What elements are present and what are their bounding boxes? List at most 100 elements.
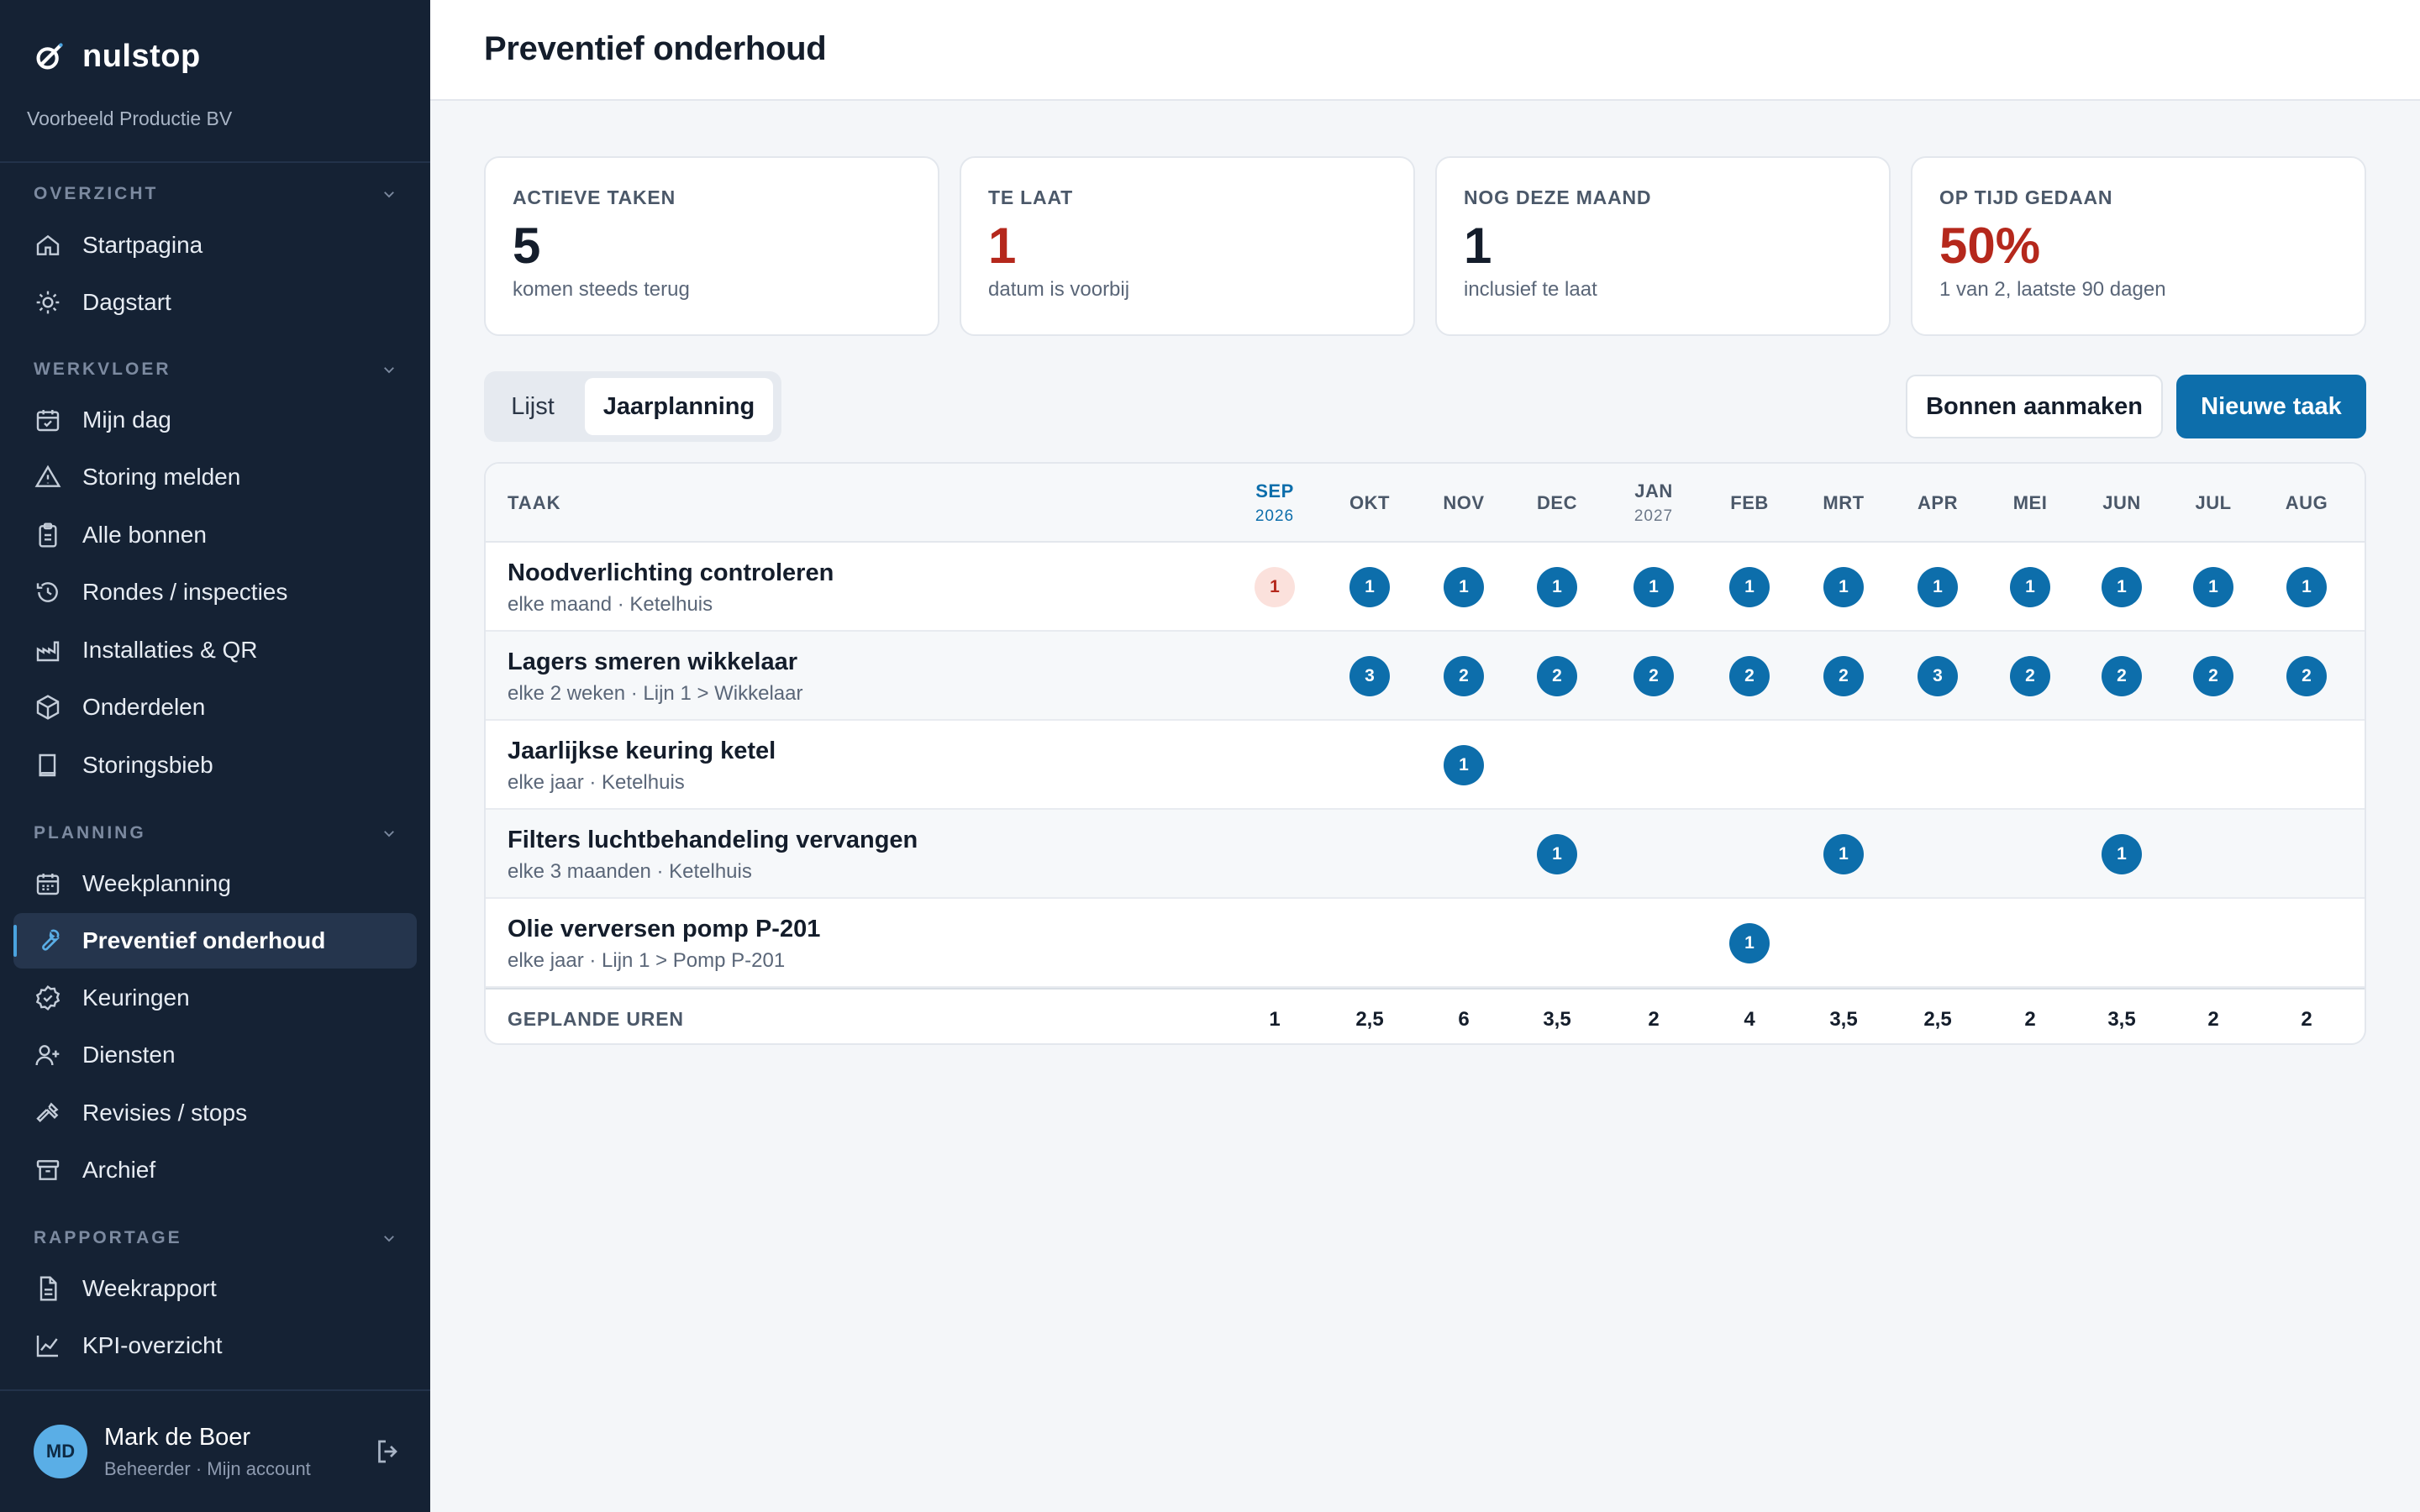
- sidebar-item-diensten[interactable]: Diensten: [13, 1027, 417, 1083]
- planned-count-badge[interactable]: 2: [2193, 656, 2233, 696]
- planned-count-badge[interactable]: 3: [1918, 656, 1958, 696]
- task-name[interactable]: Lagers smeren wikkelaar: [508, 648, 797, 675]
- stat-label: TE LAAT: [988, 186, 1073, 208]
- section-rapportage[interactable]: RAPPORTAGE: [34, 1226, 397, 1251]
- organization-name: Voorbeeld Productie BV: [27, 108, 233, 129]
- sidebar-item-alle-bonnen[interactable]: Alle bonnen: [13, 507, 417, 563]
- stat-caption: inclusief te laat: [1464, 278, 1597, 301]
- task-name[interactable]: Olie verversen pomp P-201: [508, 916, 821, 942]
- planned-count-badge[interactable]: 2: [1537, 656, 1577, 696]
- sidebar-item-weekplanning[interactable]: Weekplanning: [13, 856, 417, 911]
- planned-count-badge[interactable]: 1: [1823, 834, 1864, 874]
- column-header-month: DEC: [1515, 464, 1599, 543]
- sidebar-item-installaties-qr[interactable]: Installaties & QR: [13, 622, 417, 678]
- planned-count-badge[interactable]: 1: [2286, 567, 2327, 607]
- avatar: MD: [34, 1425, 87, 1478]
- sidebar-item-rondes-inspecties[interactable]: Rondes / inspecties: [13, 564, 417, 620]
- planned-count-badge[interactable]: 1: [1444, 567, 1484, 607]
- sidebar-item-keuringen[interactable]: Keuringen: [13, 970, 417, 1026]
- clipboard-icon: [34, 521, 62, 549]
- create-work-orders-button[interactable]: Bonnen aanmaken: [1906, 375, 2163, 438]
- book-icon: [34, 751, 62, 780]
- planned-count-badge[interactable]: 1: [1918, 567, 1958, 607]
- tab-lijst[interactable]: Lijst: [511, 392, 555, 420]
- sidebar-item-kpi-overzicht[interactable]: KPI-overzicht: [13, 1318, 417, 1373]
- sidebar-item-startpagina[interactable]: Startpagina: [13, 218, 417, 273]
- chevron-down-icon: [384, 831, 394, 837]
- table-row[interactable]: Noodverlichting controleren elke maand · …: [486, 543, 2365, 632]
- user-account[interactable]: MD Mark de Boer Beheerder · Mijn account: [34, 1423, 403, 1480]
- tab-jaarplanning[interactable]: Jaarplanning: [585, 378, 773, 435]
- planned-count-badge[interactable]: 1: [2102, 834, 2142, 874]
- sidebar-item-archief[interactable]: Archief: [13, 1142, 417, 1198]
- sidebar-item-label: KPI-overzicht: [82, 1332, 223, 1358]
- planned-count-badge[interactable]: 1: [2102, 567, 2142, 607]
- stat-caption: komen steeds terug: [513, 278, 690, 301]
- overdue-count-badge[interactable]: 1: [1255, 567, 1295, 607]
- planned-count-badge[interactable]: 1: [1349, 567, 1390, 607]
- page-title: Preventief onderhoud: [484, 30, 827, 67]
- table-row[interactable]: Lagers smeren wikkelaar elke 2 weken · Li…: [486, 632, 2365, 721]
- stat-label: ACTIEVE TAKEN: [513, 186, 676, 208]
- chevron-down-icon: [384, 192, 394, 198]
- top-bar: Preventief onderhoud: [430, 0, 2420, 101]
- sidebar-item-label: Storing melden: [82, 464, 241, 490]
- sidebar-item-label: Installaties & QR: [82, 637, 258, 663]
- task-name[interactable]: Filters luchtbehandeling vervangen: [508, 827, 918, 853]
- planned-count-badge[interactable]: 1: [1537, 834, 1577, 874]
- stat-card-op-tijd-gedaan: OP TIJD GEDAAN 50% 1 van 2, laatste 90 d…: [1911, 156, 2366, 336]
- warning-icon: [34, 463, 62, 491]
- sidebar-item-revisies-stops[interactable]: Revisies / stops: [13, 1085, 417, 1141]
- column-header-month: APR: [1896, 464, 1980, 543]
- month-label: MEI: [2012, 492, 2048, 513]
- sidebar-item-mijn-dag[interactable]: Mijn dag: [13, 392, 417, 448]
- sidebar-item-storing-melden[interactable]: Storing melden: [13, 449, 417, 505]
- planned-count-badge[interactable]: 2: [2286, 656, 2327, 696]
- month-label: FEB: [1730, 492, 1769, 513]
- planned-count-badge[interactable]: 1: [1823, 567, 1864, 607]
- table-header: TAAK SEP 2026 OKT NOV DEC JAN 2027 FEB MRT APR MEI…: [486, 464, 2365, 543]
- table-row[interactable]: Jaarlijkse keuring ketel elke jaar · Kete…: [486, 721, 2365, 810]
- section-overzicht[interactable]: OVERZICHT: [34, 181, 397, 207]
- planned-count-badge[interactable]: 1: [1729, 567, 1770, 607]
- planned-count-badge[interactable]: 1: [2193, 567, 2233, 607]
- brand[interactable]: nulstop: [34, 35, 201, 77]
- column-header-month: SEP 2026: [1233, 464, 1317, 543]
- app-name: nulstop: [82, 38, 201, 74]
- new-task-button[interactable]: Nieuwe taak: [2176, 375, 2366, 438]
- sidebar-item-preventief-onderhoud[interactable]: Preventief onderhoud: [13, 913, 417, 969]
- planned-count-badge[interactable]: 2: [2010, 656, 2050, 696]
- sidebar-item-storingsbieb[interactable]: Storingsbieb: [13, 738, 417, 793]
- sidebar-item-dagstart[interactable]: Dagstart: [13, 275, 417, 330]
- planned-count-badge[interactable]: 2: [1823, 656, 1864, 696]
- logo-icon: [36, 43, 63, 70]
- planned-count-badge[interactable]: 2: [1729, 656, 1770, 696]
- task-name[interactable]: Noodverlichting controleren: [508, 559, 834, 586]
- stat-caption: 1 van 2, laatste 90 dagen: [1939, 278, 2166, 301]
- planned-count-badge[interactable]: 3: [1349, 656, 1390, 696]
- sidebar-item-label: Revisies / stops: [82, 1100, 248, 1126]
- planned-count-badge[interactable]: 1: [1634, 567, 1674, 607]
- sidebar: nulstop Voorbeeld Productie BV OVERZICHT…: [0, 0, 430, 1512]
- section-werkvloer[interactable]: WERKVLOER: [34, 357, 397, 382]
- sidebar-item-label: Startpagina: [82, 232, 203, 258]
- task-name[interactable]: Jaarlijkse keuring ketel: [508, 738, 776, 764]
- planned-count-badge[interactable]: 2: [2102, 656, 2142, 696]
- planned-count-badge[interactable]: 1: [2010, 567, 2050, 607]
- planned-count-badge[interactable]: 1: [1729, 923, 1770, 963]
- table-row[interactable]: Olie verversen pomp P-201 elke jaar · Lij…: [486, 899, 2365, 988]
- planned-count-badge[interactable]: 2: [1444, 656, 1484, 696]
- table-row[interactable]: Filters luchtbehandeling vervangen elke 3…: [486, 810, 2365, 899]
- planned-count-badge[interactable]: 1: [1537, 567, 1577, 607]
- column-header-month: NOV: [1422, 464, 1506, 543]
- sidebar-item-onderdelen[interactable]: Onderdelen: [13, 680, 417, 735]
- sidebar-item-weekrapport[interactable]: Weekrapport: [13, 1261, 417, 1316]
- stat-card-nog-deze-maand: NOG DEZE MAAND 1 inclusief te laat: [1435, 156, 1891, 336]
- planned-count-badge[interactable]: 2: [1634, 656, 1674, 696]
- section-title: WERKVLOER: [34, 360, 171, 379]
- planned-hours-value: 2,5: [1355, 1008, 1384, 1031]
- logout-icon[interactable]: [373, 1436, 403, 1467]
- section-planning[interactable]: PLANNING: [34, 821, 397, 846]
- planned-count-badge[interactable]: 1: [1444, 745, 1484, 785]
- task-schedule: elke maand · Ketelhuis: [508, 593, 713, 616]
